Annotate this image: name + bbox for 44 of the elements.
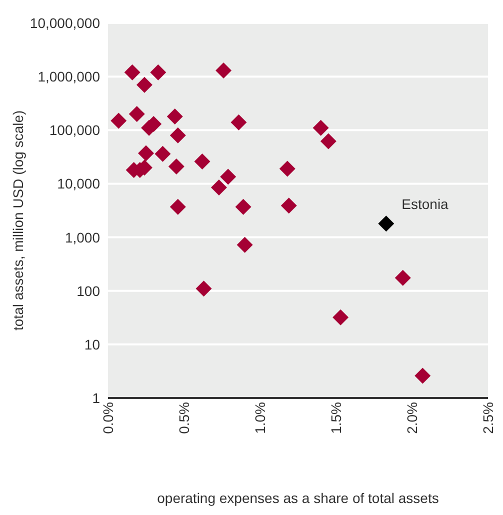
point xyxy=(154,146,171,162)
point xyxy=(194,153,210,170)
point xyxy=(236,236,253,253)
point xyxy=(210,179,227,196)
point xyxy=(378,216,394,232)
y-tick-label: 1,000,000 xyxy=(38,68,100,85)
point xyxy=(332,309,349,326)
point xyxy=(150,64,166,80)
point xyxy=(320,133,336,150)
x-tick-label: 1.0% xyxy=(252,402,268,434)
point xyxy=(170,127,186,144)
x-tick-label: 2.5% xyxy=(480,402,496,434)
point xyxy=(136,76,152,93)
series-label: Estonia xyxy=(402,196,449,212)
y-tick-label: 10,000,000 xyxy=(30,14,100,31)
point xyxy=(128,106,145,122)
point xyxy=(414,368,431,384)
x-tick-label: 0.0% xyxy=(100,402,116,434)
point xyxy=(220,168,236,185)
point xyxy=(312,120,329,136)
y-tick-label: 100 xyxy=(76,282,100,299)
x-tick-label: 1.5% xyxy=(328,402,344,434)
point xyxy=(138,145,154,162)
x-tick-label: 2.0% xyxy=(404,402,420,434)
point xyxy=(279,160,296,177)
point xyxy=(394,270,411,286)
y-tick-label: 10 xyxy=(84,336,100,352)
point xyxy=(110,112,127,129)
point xyxy=(230,114,247,130)
y-tick-label: 10,000 xyxy=(57,176,100,192)
point xyxy=(124,64,140,80)
point xyxy=(280,198,297,214)
point xyxy=(170,198,186,215)
point xyxy=(196,280,212,297)
point xyxy=(235,198,252,215)
y-axis-title: total assets, million USD (log scale) xyxy=(10,110,26,330)
y-tick-label: 1,000 xyxy=(64,229,100,246)
point xyxy=(216,62,232,78)
x-axis-title: operating expenses as a share of total assets xyxy=(157,490,439,506)
x-tick-label: 0.5% xyxy=(176,402,192,434)
point xyxy=(166,108,183,124)
point xyxy=(168,158,184,174)
y-tick-label: 1 xyxy=(92,390,100,406)
y-tick-label: 100,000 xyxy=(49,122,100,138)
